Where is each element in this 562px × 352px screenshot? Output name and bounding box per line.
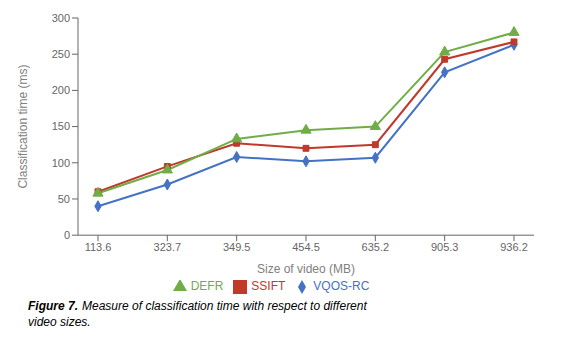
svg-text:113.6: 113.6 [85,241,112,253]
html-text:video sizes.: video sizes. [28,315,91,329]
svg-text:0: 0 [64,229,70,241]
svg-text:300: 300 [52,12,70,24]
svg-text:50: 50 [58,193,70,205]
svg-text:Classification time (ms): Classification time (ms) [16,65,30,189]
html-text:Figure 7. Measure of classific: Figure 7. Measure of classification time… [28,299,367,313]
html-text:VQOS-RC: VQOS-RC [313,279,370,294]
svg-text:100: 100 [52,157,70,169]
svg-text:635.2: 635.2 [362,241,390,253]
svg-text:250: 250 [52,48,70,60]
svg-text:454.5: 454.5 [292,241,320,253]
html-text:DEFR: DEFR [190,279,224,294]
svg-text:200: 200 [52,84,70,96]
svg-text:349.5: 349.5 [223,241,251,253]
svg-text:323.7: 323.7 [154,241,182,253]
svg-text:905.3: 905.3 [431,241,459,253]
svg-text:150: 150 [52,120,70,132]
svg-text:Size of video (MB): Size of video (MB) [257,262,355,276]
html-text:SSIFT: SSIFT [251,279,286,294]
svg-text:936.2: 936.2 [500,241,528,253]
